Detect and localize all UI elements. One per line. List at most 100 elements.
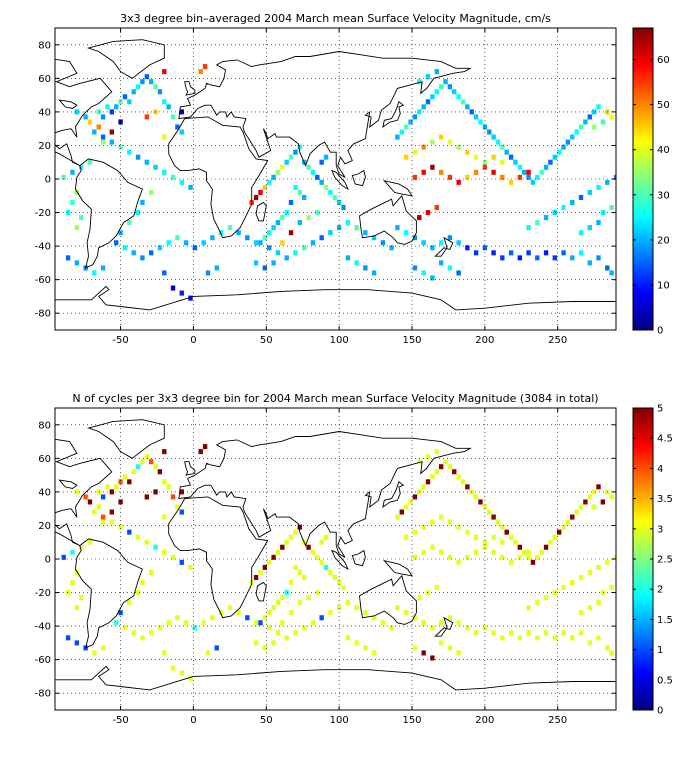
data-bin-cell (421, 650, 426, 656)
data-bin-cell (482, 164, 488, 170)
data-bin-cell (253, 240, 259, 246)
data-bin-cell (452, 89, 457, 95)
data-bin-cell (552, 590, 557, 596)
data-bin-cell (148, 569, 154, 575)
data-bin-cell (162, 69, 167, 75)
data-bin-cell (447, 235, 453, 241)
y-tick-label: 0 (45, 175, 51, 186)
data-bin-cell (417, 79, 422, 85)
data-bin-cell (74, 640, 80, 646)
data-bin-cell (565, 519, 571, 525)
data-bin-cell (96, 124, 101, 130)
data-bin-cell (508, 630, 514, 636)
data-bin-cell (587, 569, 592, 575)
y-tick-label: -40 (35, 622, 51, 633)
data-bin-cell (170, 174, 176, 180)
colorbar-tick-label: 5 (657, 404, 663, 415)
data-bin-cell (591, 124, 597, 130)
data-bin-cell (491, 534, 496, 540)
data-bin-cell (465, 484, 470, 490)
data-bin-cell (482, 124, 488, 130)
data-bin-cell (412, 235, 418, 241)
data-bin-cell (399, 509, 404, 515)
eurasia-outline (178, 51, 473, 178)
borneo-outline (351, 549, 366, 567)
data-bin-cell (578, 574, 584, 580)
data-bin-cell (280, 620, 285, 626)
data-bin-cell (100, 134, 106, 140)
data-bin-cell (473, 549, 479, 555)
data-bin-cell (508, 154, 514, 160)
eurasia-outline (178, 431, 473, 558)
data-bin-cell (114, 240, 119, 246)
data-bin-cell (491, 549, 496, 555)
data-bin-cell (135, 590, 141, 596)
australia-outline (359, 194, 417, 245)
data-bin-cell (280, 595, 285, 601)
chart-title: N of cycles per 3x3 degree bin for 2004 … (72, 392, 598, 405)
data-bin-cell (438, 514, 444, 520)
data-bin-cell (434, 469, 439, 475)
data-bin-cell (504, 149, 509, 155)
data-bin-cell (166, 240, 171, 246)
data-bin-cell (596, 635, 601, 641)
data-bin-cell (301, 574, 307, 580)
data-bin-cell (144, 114, 149, 120)
data-bin-cell (122, 94, 128, 100)
colorbar-ramp (633, 408, 653, 710)
new-guinea-outline (383, 179, 413, 197)
data-bin-cell (253, 194, 259, 200)
data-bin-cell (135, 534, 141, 540)
data-bin-cell (175, 615, 180, 621)
data-bin-cell (218, 610, 224, 616)
data-bin-cell (148, 250, 154, 256)
data-bin-cell (170, 285, 176, 291)
data-bin-cell (412, 494, 418, 500)
data-bin-cell (96, 504, 101, 510)
data-bin-cell (310, 620, 316, 626)
data-bin-cell (170, 554, 176, 560)
data-bin-cell (288, 579, 294, 586)
data-bin-cell (65, 210, 71, 216)
data-bin-cell (609, 585, 614, 591)
data-bin-cell (447, 464, 453, 470)
x-tick-label: -50 (112, 715, 128, 726)
y-tick-label: -80 (35, 689, 51, 700)
data-bin-cell (275, 220, 281, 226)
data-bin-cell (319, 235, 324, 241)
data-bin-cell (214, 265, 219, 271)
data-bin-cell (188, 184, 193, 190)
data-bin-cell (583, 499, 588, 505)
data-bin-cell (61, 554, 66, 560)
data-bin-cell (109, 129, 115, 135)
data-bin-cell (425, 590, 431, 596)
data-bin-cell (456, 94, 461, 100)
data-bin-cell (96, 489, 101, 495)
data-bin-cell (74, 225, 80, 231)
data-bin-cell (100, 514, 106, 520)
data-bin-cell (100, 139, 106, 145)
data-bin-cell (430, 94, 435, 100)
data-bin-cell (135, 464, 141, 470)
data-bin-cell (332, 574, 337, 580)
data-bin-cell (345, 255, 351, 261)
data-bin-cell (118, 99, 123, 105)
y-tick-label: 40 (38, 107, 51, 118)
data-bin-cell (258, 569, 263, 575)
y-tick-label: 0 (45, 555, 51, 566)
data-bin-cell (543, 215, 549, 221)
data-bin-cell (135, 154, 141, 160)
data-bin-cell (127, 479, 132, 485)
data-bin-cell (578, 124, 584, 130)
data-bin-cell (205, 650, 211, 656)
y-tick-label: 80 (38, 420, 51, 431)
data-bin-cell (526, 174, 531, 180)
data-bin-cell (605, 645, 610, 651)
x-tick-label: 250 (548, 715, 567, 726)
data-bin-cell (284, 210, 289, 216)
great-lakes-outline (58, 99, 78, 109)
data-bin-cell (430, 625, 435, 631)
data-bin-cell (399, 129, 404, 135)
x-tick-label: 200 (475, 715, 494, 726)
data-bin-cell (179, 290, 184, 296)
